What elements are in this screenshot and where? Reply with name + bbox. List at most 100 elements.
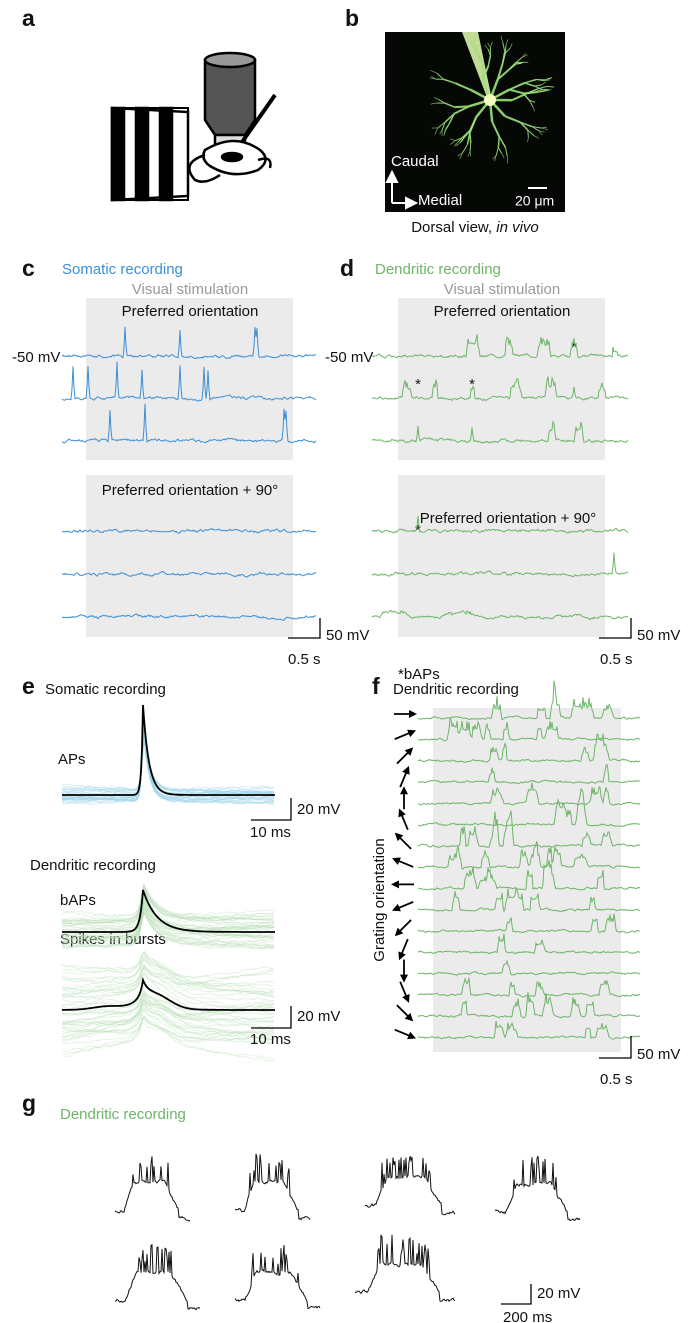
mean-trace bbox=[62, 704, 275, 796]
dendrite bbox=[454, 105, 469, 109]
dendrite bbox=[445, 123, 450, 130]
single-trace bbox=[61, 994, 275, 1040]
dendrite bbox=[501, 53, 506, 64]
single-trace bbox=[61, 997, 275, 1039]
stimulus-period bbox=[86, 475, 293, 637]
trace bbox=[417, 763, 641, 785]
panel-label: g bbox=[22, 1090, 36, 1116]
dendrite bbox=[473, 36, 477, 43]
dendrite bbox=[504, 47, 511, 54]
stimulus-period bbox=[86, 298, 293, 460]
dendrite bbox=[509, 43, 513, 49]
dendrite bbox=[469, 132, 472, 144]
dendrite bbox=[527, 129, 534, 136]
dendrite bbox=[529, 99, 536, 103]
dendrite bbox=[545, 89, 552, 92]
panel-title: Dendritic recording bbox=[30, 857, 156, 874]
bap-marker: * bbox=[469, 376, 475, 393]
trace bbox=[417, 787, 641, 827]
arrow-head bbox=[391, 857, 401, 865]
trace bbox=[417, 886, 641, 914]
single-trace bbox=[61, 1003, 275, 1041]
panel-label: d bbox=[340, 255, 354, 281]
dendrite bbox=[487, 48, 491, 56]
single-trace bbox=[61, 732, 275, 800]
trace bbox=[417, 1020, 641, 1040]
scale-bar bbox=[501, 1284, 532, 1305]
dendrite bbox=[487, 42, 491, 48]
trace bbox=[417, 959, 641, 976]
single-trace bbox=[61, 734, 275, 805]
single-trace bbox=[61, 990, 275, 1042]
single-trace bbox=[61, 736, 275, 806]
single-trace bbox=[61, 1009, 275, 1045]
dendrite bbox=[547, 85, 554, 88]
trace bbox=[61, 527, 317, 534]
scale-bar-label: 20 mV bbox=[297, 1008, 340, 1025]
trace bbox=[354, 1234, 456, 1303]
dendrite bbox=[450, 140, 456, 145]
arrow-head bbox=[409, 710, 417, 718]
panel-title: Somatic recording bbox=[45, 681, 166, 698]
arrow-head bbox=[400, 974, 408, 983]
single-trace bbox=[61, 901, 275, 943]
dendrite bbox=[439, 129, 443, 135]
single-trace bbox=[61, 1015, 275, 1062]
single-trace bbox=[61, 735, 275, 802]
stimulus-period bbox=[398, 475, 605, 637]
single-trace bbox=[61, 737, 275, 804]
scale-bar-label: 20 μm bbox=[515, 193, 554, 209]
single-trace bbox=[61, 890, 275, 927]
trace bbox=[61, 613, 317, 621]
trace-label: Spikes in bursts bbox=[60, 931, 166, 948]
arrow-head bbox=[398, 808, 406, 818]
single-trace bbox=[61, 886, 275, 925]
scale-bar bbox=[288, 618, 321, 639]
single-trace bbox=[61, 1015, 275, 1044]
dendrite bbox=[519, 121, 533, 128]
dendrite bbox=[467, 150, 471, 157]
single-trace bbox=[61, 959, 275, 996]
single-trace bbox=[61, 724, 275, 793]
single-trace bbox=[61, 888, 275, 923]
dendrite bbox=[538, 130, 545, 133]
trace bbox=[494, 1155, 581, 1222]
single-trace bbox=[61, 909, 275, 950]
single-trace bbox=[61, 906, 275, 948]
trace bbox=[371, 334, 628, 359]
single-trace bbox=[61, 994, 275, 1024]
orientation-traces bbox=[391, 680, 641, 1040]
single-trace bbox=[61, 883, 275, 929]
single-trace bbox=[61, 1002, 275, 1036]
dendrite bbox=[538, 130, 543, 135]
arrow-head bbox=[402, 765, 410, 775]
somatic-traces bbox=[61, 326, 317, 621]
single-trace bbox=[61, 738, 275, 804]
single-trace bbox=[61, 738, 275, 804]
panel-label: f bbox=[372, 673, 380, 699]
scale-bar bbox=[251, 798, 292, 821]
dendrite bbox=[490, 41, 493, 48]
dendrite bbox=[495, 147, 499, 156]
single-trace bbox=[61, 906, 275, 947]
single-trace bbox=[61, 899, 275, 939]
trace bbox=[371, 609, 629, 621]
dendritic-traces bbox=[371, 334, 629, 621]
dendrite bbox=[524, 82, 535, 87]
dendrite bbox=[455, 142, 461, 147]
dendrite bbox=[433, 97, 439, 100]
dendrite bbox=[497, 69, 510, 81]
panel-label: b bbox=[345, 5, 359, 31]
single-trace bbox=[61, 735, 275, 800]
single-trace bbox=[61, 736, 275, 805]
arrow-head bbox=[407, 729, 417, 738]
trace bbox=[114, 1244, 201, 1311]
trace bbox=[417, 933, 641, 955]
single-trace bbox=[61, 729, 275, 796]
trace bbox=[371, 516, 629, 534]
single-trace bbox=[61, 901, 275, 941]
stimulus-period bbox=[398, 298, 605, 460]
dendrite bbox=[443, 129, 447, 135]
dendrite bbox=[500, 35, 503, 43]
dendrite bbox=[437, 121, 446, 129]
